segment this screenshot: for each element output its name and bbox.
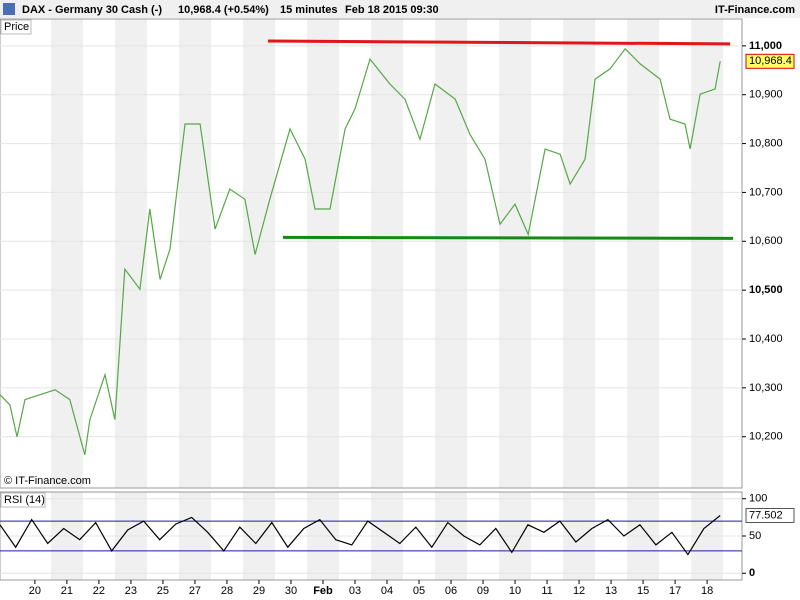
day-stripe (178, 19, 211, 488)
x-tick-label: 10 (509, 585, 521, 597)
brand: IT-Finance.com (715, 4, 795, 16)
last-value-box (745, 53, 795, 69)
panel-title: Price (4, 21, 29, 33)
day-stripe (627, 19, 660, 488)
y-tick-label: 100 (749, 493, 767, 505)
x-tick-label: 05 (413, 585, 425, 597)
watermark: © IT-Finance.com (4, 475, 91, 487)
x-tick-label: 27 (189, 585, 201, 597)
x-tick-label: 03 (349, 585, 361, 597)
icon (3, 3, 15, 15)
y-tick-label: 10,500 (749, 284, 783, 296)
x-tick-label: 28 (221, 585, 233, 597)
y-tick-label: 10,200 (749, 431, 783, 443)
panel-title-box (0, 19, 32, 35)
day-stripe (499, 19, 532, 488)
y-tick-label: 11,000 (749, 40, 782, 52)
day-stripe (306, 19, 339, 488)
x-tick-label: 11 (541, 585, 552, 597)
x-tick-label: 30 (285, 585, 297, 597)
x-tick-label: 09 (477, 585, 489, 597)
day-stripe (242, 19, 275, 488)
x-tick-label: 22 (93, 585, 105, 597)
plot-frame (0, 18, 743, 489)
y-tick-label: 50 (749, 530, 761, 542)
x-tick-label: 15 (637, 585, 649, 597)
x-tick-label: 29 (253, 585, 265, 597)
x-tick-label: 18 (701, 585, 713, 597)
y-tick-label: 10,400 (749, 333, 783, 345)
day-stripe (114, 19, 147, 488)
y-tick-label: 10,900 (749, 89, 783, 101)
day-stripe (50, 19, 83, 488)
day-stripe (691, 19, 724, 488)
last-value-label: 10,968.4 (749, 55, 792, 67)
series-line (0, 515, 721, 556)
interval: 15 minutes (280, 4, 337, 16)
quote: 10,968.4 (+0.54%) (178, 4, 269, 16)
day-stripe (435, 19, 468, 488)
x-tick-label: 17 (669, 585, 681, 597)
y-tick-label: 10,800 (749, 137, 783, 149)
y-tick-label: 10,300 (749, 382, 783, 394)
symbol: DAX - Germany 30 Cash (-) (22, 4, 162, 16)
last-value-box (745, 507, 795, 523)
header-bar (0, 0, 800, 18)
last-value-label: 77.502 (749, 509, 783, 521)
x-tick-label: 06 (445, 585, 457, 597)
day-stripe (563, 19, 596, 488)
series-line (0, 47, 721, 455)
x-tick-label: 21 (61, 585, 73, 597)
y-tick-label: 10,700 (749, 186, 783, 198)
x-tick-label: 25 (157, 585, 169, 597)
y-tick-label: 10,600 (749, 235, 783, 247)
panel-title: RSI (14) (4, 494, 45, 506)
trend-line (267, 39, 731, 46)
x-tick-label: 23 (125, 585, 137, 597)
day-stripe (371, 19, 404, 488)
x-tick-label: 13 (605, 585, 617, 597)
x-tick-label: 04 (381, 585, 393, 597)
x-tick-label: Feb (313, 585, 333, 597)
timestamp: Feb 18 2015 09:30 (345, 4, 439, 16)
y-tick-label: 0 (749, 567, 755, 579)
panel-title-box (0, 492, 46, 508)
x-tick-label: 20 (29, 585, 41, 597)
trend-line (282, 235, 734, 240)
x-tick-label: 12 (573, 585, 585, 597)
